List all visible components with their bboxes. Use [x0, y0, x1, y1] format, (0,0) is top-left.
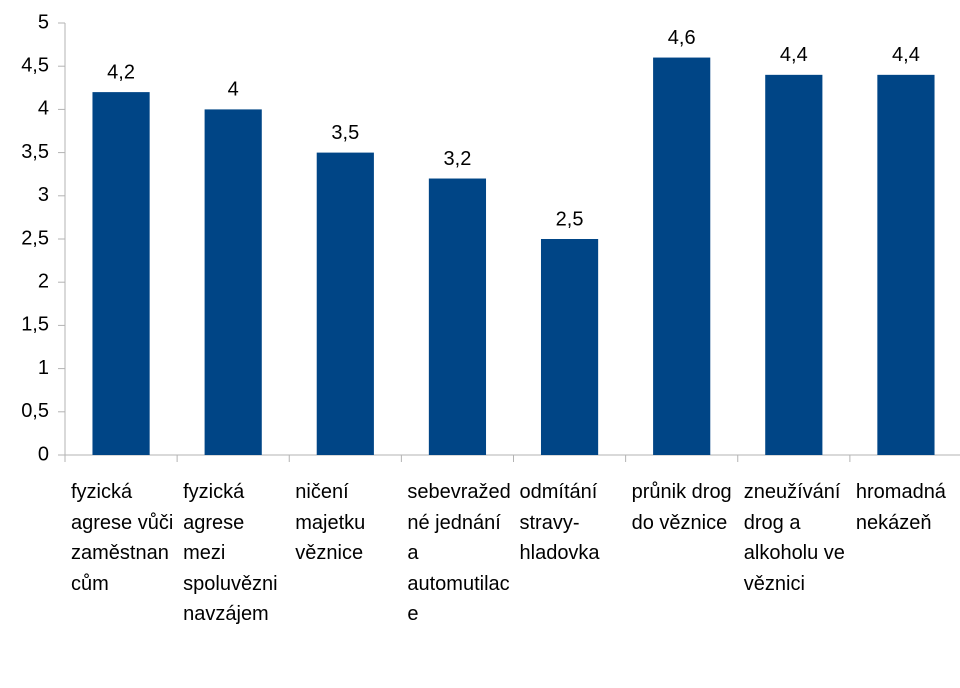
x-tick-label: sebevražedné jednání a automutilace [407, 481, 511, 625]
bar [428, 178, 487, 455]
x-tick-label: ničení majetku věznice [295, 481, 366, 564]
y-tick-label: 0 [38, 443, 49, 465]
y-tick-label: 2 [38, 270, 49, 292]
x-tick-label: zneužívání drog a alkoholu ve věznici [743, 481, 845, 595]
y-tick-label: 4,5 [21, 54, 49, 76]
bar [653, 57, 711, 456]
bar [877, 74, 935, 455]
value-label: 4,2 [107, 61, 135, 83]
x-tick-label: hromadná nekázeň [855, 481, 946, 534]
y-tick-label: 0,5 [21, 400, 49, 422]
value-label: 4,4 [892, 44, 920, 66]
y-tick-label: 3,5 [21, 141, 49, 163]
y-tick-label: 2,5 [21, 227, 49, 249]
value-label: 4,4 [780, 44, 808, 66]
value-label: 4,6 [668, 27, 696, 49]
bar [316, 152, 374, 455]
y-tick-label: 4 [38, 98, 49, 120]
x-tick-label: odmítání stravy-hladovka [519, 481, 600, 564]
x-tick-label: fyzická agrese vůči zaměstnancům [71, 481, 174, 595]
bar [204, 109, 262, 456]
x-tick-label: fyzická agrese mezi spoluvězni navzájem [183, 481, 278, 625]
value-label: 3,5 [331, 122, 359, 144]
bar [765, 74, 823, 455]
value-label: 3,2 [444, 148, 472, 170]
bar [540, 239, 599, 455]
y-tick-label: 3 [38, 184, 49, 206]
bar [92, 92, 150, 456]
y-tick-label: 1 [38, 357, 49, 379]
y-tick-label: 5 [38, 11, 49, 33]
value-label: 4 [228, 79, 239, 101]
y-tick-label: 1,5 [21, 314, 49, 336]
value-label: 2,5 [556, 208, 584, 230]
x-tick-label: průnik drog do věznice [631, 481, 732, 534]
